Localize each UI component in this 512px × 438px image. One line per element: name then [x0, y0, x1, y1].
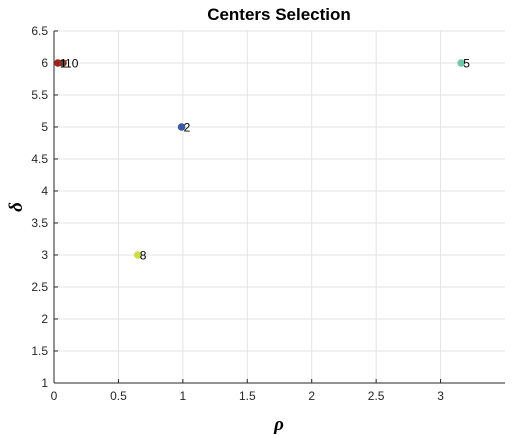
y-tick-label: 1.5 [31, 344, 48, 358]
x-tick-label: 2.5 [368, 389, 385, 403]
y-tick-label: 5 [41, 120, 48, 134]
axes [53, 30, 505, 384]
y-tick-label: 3.5 [31, 216, 48, 230]
x-tick-label: 1 [180, 389, 187, 403]
data-point-label: 10 [65, 57, 79, 71]
y-tick-label: 2 [41, 312, 48, 326]
x-tick-label: 0.5 [110, 389, 127, 403]
data-point-label: 5 [463, 57, 470, 71]
data-point [59, 59, 67, 67]
y-tick-label: 6.5 [31, 24, 48, 38]
data-point-label: 8 [140, 249, 147, 263]
x-tick-label: 3 [437, 389, 444, 403]
y-tick-label: 2.5 [31, 280, 48, 294]
x-tick-label: 1.5 [239, 389, 256, 403]
y-tick-label: 4 [41, 184, 48, 198]
y-tick-label: 4.5 [31, 152, 48, 166]
data-point-label: 1 [60, 57, 67, 71]
x-tick-label: 2 [308, 389, 315, 403]
x-tick-label: 0 [51, 389, 58, 403]
chart-title: Centers Selection [207, 5, 351, 24]
y-tick-label: 1 [41, 376, 48, 390]
y-tick-label: 6 [41, 56, 48, 70]
tick-labels: 0 0.5 1 1.5 2 2.5 3 1 1.5 2 2.5 3 3.5 4 4.5 5 5.5 6 6.5 [31, 24, 444, 403]
data-points: 110 2 5 8 [54, 57, 470, 263]
x-axis-label: ρ [273, 414, 284, 435]
y-tick-label: 3 [41, 248, 48, 262]
y-axis-label: δ [6, 202, 27, 212]
data-point [133, 251, 142, 259]
data-point [457, 59, 465, 67]
data-point [177, 123, 186, 131]
plot-area [54, 31, 505, 383]
y-tick-label: 5.5 [31, 88, 48, 102]
data-point-label: 2 [184, 121, 191, 135]
